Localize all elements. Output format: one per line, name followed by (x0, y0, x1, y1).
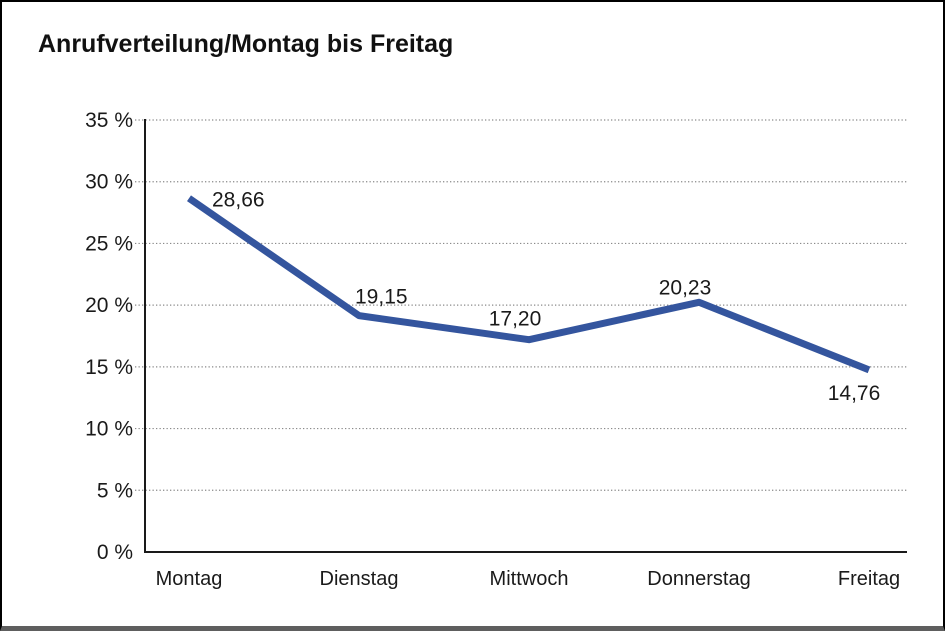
data-point-label: 28,66 (212, 188, 265, 211)
y-tick-label: 30 % (85, 171, 133, 194)
y-tick-label: 35 % (85, 109, 133, 132)
series-line (187, 195, 871, 374)
x-category-label: Mittwoch (490, 568, 569, 590)
data-point-label: 20,23 (659, 276, 712, 299)
x-category-label: Donnerstag (647, 568, 750, 590)
y-tick-label: 5 % (97, 479, 133, 502)
y-tick-label: 0 % (97, 541, 133, 564)
data-point-label: 19,15 (355, 286, 408, 309)
y-tick-label: 20 % (85, 294, 133, 317)
x-category-label: Montag (156, 568, 223, 590)
data-point-label: 14,76 (828, 382, 881, 405)
x-category-label: Dienstag (320, 568, 399, 590)
chart-title: Anrufverteilung/Montag bis Freitag (38, 30, 454, 58)
x-category-label: Freitag (838, 568, 900, 590)
y-tick-label: 25 % (85, 232, 133, 255)
y-tick-label: 15 % (85, 356, 133, 379)
y-tick-label: 10 % (85, 418, 133, 441)
data-point-label: 17,20 (489, 308, 542, 331)
